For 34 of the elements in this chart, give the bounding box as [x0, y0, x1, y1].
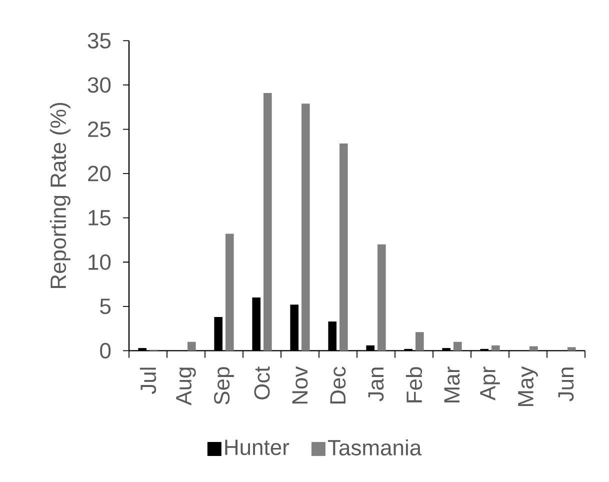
- x-tick-label: Mar: [444, 366, 460, 402]
- bar: [492, 345, 500, 351]
- bar: [530, 346, 538, 351]
- x-tick-label: Aug: [176, 368, 196, 406]
- y-tick-label: 30: [88, 77, 111, 93]
- x-tick-label: Jan: [368, 368, 384, 402]
- legend-label: Hunter: [225, 440, 290, 456]
- x-tick-label: Jun: [558, 368, 574, 402]
- bar: [340, 143, 348, 351]
- x-tick-label: Sep: [214, 367, 234, 404]
- x-tick-label: May: [518, 366, 538, 406]
- y-tick-label: 0: [100, 342, 111, 358]
- legend-label: Tasmania: [328, 439, 422, 456]
- y-axis-title: Reporting Rate (%): [50, 102, 70, 288]
- bar: [416, 332, 424, 351]
- bar: [226, 234, 234, 351]
- x-tick-label: Oct: [254, 366, 270, 400]
- y-tick-label: 20: [88, 166, 111, 182]
- x-tick-label: Dec: [330, 366, 346, 404]
- x-tick-label: Apr: [480, 366, 500, 400]
- x-tick-label: Feb: [406, 367, 422, 402]
- y-tick-label: 35: [88, 32, 111, 48]
- y-tick-label: 25: [88, 121, 111, 138]
- y-tick-label: 10: [88, 254, 111, 270]
- bar: [454, 342, 462, 351]
- bar: [568, 347, 576, 351]
- bar: [264, 92, 272, 351]
- bar: [378, 244, 386, 351]
- y-tick-label: 15: [88, 210, 111, 226]
- x-tick-label: Nov: [292, 366, 308, 404]
- bar: [188, 342, 196, 351]
- bar: [302, 104, 310, 351]
- x-tick-label: Jul: [140, 368, 156, 394]
- y-tick-label: 5: [100, 298, 111, 314]
